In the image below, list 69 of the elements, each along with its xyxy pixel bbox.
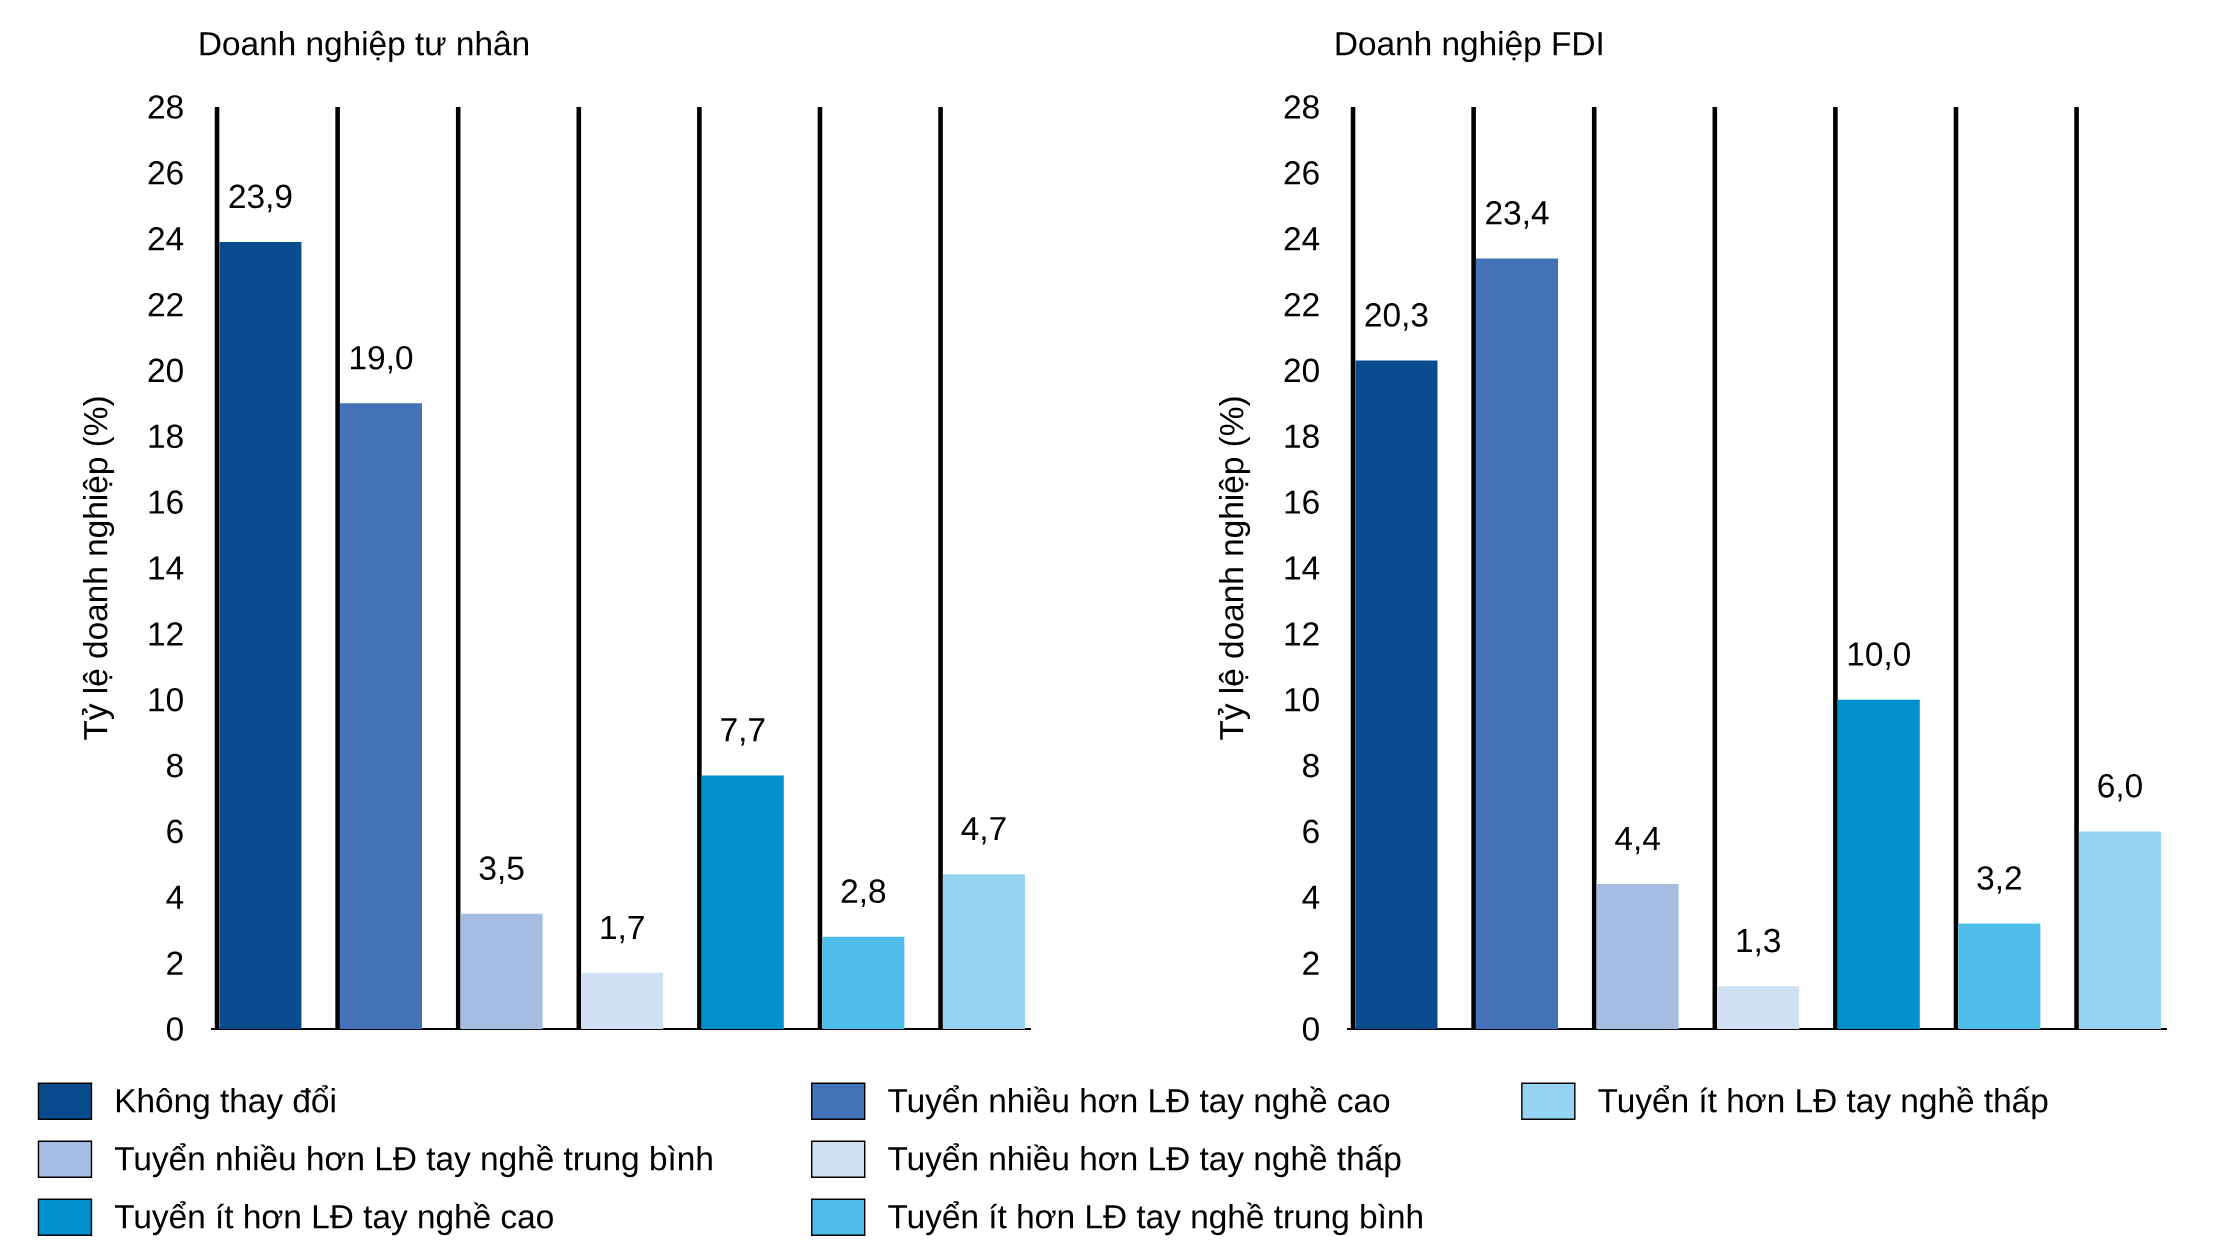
legend-label: Tuyển nhiều hơn LĐ tay nghề thấp [888, 1143, 1401, 1178]
y-tick-label: 12 [1285, 622, 1319, 646]
y-tick-label: 24 [148, 227, 184, 251]
y-tick-label: 24 [1284, 227, 1320, 251]
y-tick-label: 22 [148, 292, 183, 317]
data-label: 3,5 [479, 856, 524, 884]
bar [1837, 699, 1920, 1029]
y-tick-label: 16 [149, 490, 183, 514]
y-tick-label: 18 [1285, 424, 1319, 449]
legend-label: Tuyển ít hơn LĐ tay nghề cao [114, 1201, 553, 1236]
data-label: 23,9 [229, 184, 292, 213]
y-tick-label: 22 [1284, 292, 1319, 317]
y-tick-label: 2 [167, 951, 183, 975]
bar [581, 973, 664, 1029]
y-tick-label: 20 [148, 358, 183, 383]
legend-label: Tuyển ít hơn LĐ tay nghề trung bình [888, 1201, 1422, 1236]
y-tick-label: 6 [1303, 819, 1319, 844]
data-label: 3,2 [1977, 866, 2021, 894]
legend-label: Không thay đổi [116, 1085, 335, 1120]
bar [822, 936, 905, 1029]
y-tick-label: 10 [1285, 687, 1319, 712]
y-tick-label: 28 [148, 95, 183, 119]
y-tick-label: 2 [1303, 951, 1319, 975]
bar [219, 242, 302, 1029]
chart-title: Doanh nghiệp tư nhân [200, 30, 528, 63]
data-label: 2,8 [841, 879, 886, 907]
data-label: 7,7 [721, 718, 765, 746]
bar [1717, 986, 1800, 1029]
data-label: 4,7 [961, 817, 1006, 845]
data-label: 23,4 [1486, 201, 1549, 229]
y-tick-label: 0 [166, 1017, 183, 1041]
bar [701, 775, 784, 1029]
data-label: 1,3 [1737, 928, 1780, 957]
y-tick-label: 26 [148, 161, 183, 185]
y-tick-label: 28 [1284, 95, 1319, 119]
y-tick-label: 18 [149, 424, 183, 449]
y-tick-label: 4 [1302, 885, 1320, 909]
y-tick-label: 4 [166, 885, 184, 909]
legend-label: Tuyển ít hơn LĐ tay nghề thấp [1598, 1085, 2048, 1120]
data-label: 1,7 [601, 915, 644, 944]
y-axis-title: Tỷ lệ doanh nghiệp (%) [1217, 397, 1251, 740]
bar [460, 913, 543, 1029]
bar [1355, 360, 1438, 1029]
bar [942, 874, 1025, 1029]
bar [340, 403, 423, 1029]
data-label: 19,0 [351, 345, 413, 374]
y-tick-label: 16 [1285, 490, 1319, 514]
bar [1476, 258, 1559, 1029]
data-label: 4,4 [1615, 827, 1660, 855]
y-tick-label: 6 [167, 819, 183, 844]
legend-label: Tuyển nhiều hơn LĐ tay nghề cao [888, 1085, 1390, 1120]
data-label: 10,0 [1848, 642, 1910, 670]
y-tick-label: 10 [149, 687, 183, 712]
y-tick-label: 8 [1303, 753, 1319, 778]
y-tick-label: 20 [1284, 358, 1319, 383]
y-tick-label: 14 [149, 556, 184, 580]
y-axis-title: Tỷ lệ doanh nghiệp (%) [81, 397, 115, 740]
bar [1596, 884, 1679, 1029]
legend-label: Tuyển nhiều hơn LĐ tay nghề trung bình [114, 1143, 712, 1178]
data-label: 20,3 [1365, 303, 1428, 331]
bar [1958, 923, 2041, 1029]
y-tick-label: 8 [167, 753, 183, 778]
chart-title: Doanh nghiệp FDI [1336, 30, 1602, 63]
y-tick-label: 26 [1284, 161, 1319, 185]
y-tick-label: 12 [149, 622, 183, 646]
y-tick-label: 14 [1285, 556, 1320, 580]
data-label: 6,0 [2098, 773, 2142, 802]
bar [2078, 831, 2161, 1029]
y-tick-label: 0 [1302, 1017, 1319, 1041]
